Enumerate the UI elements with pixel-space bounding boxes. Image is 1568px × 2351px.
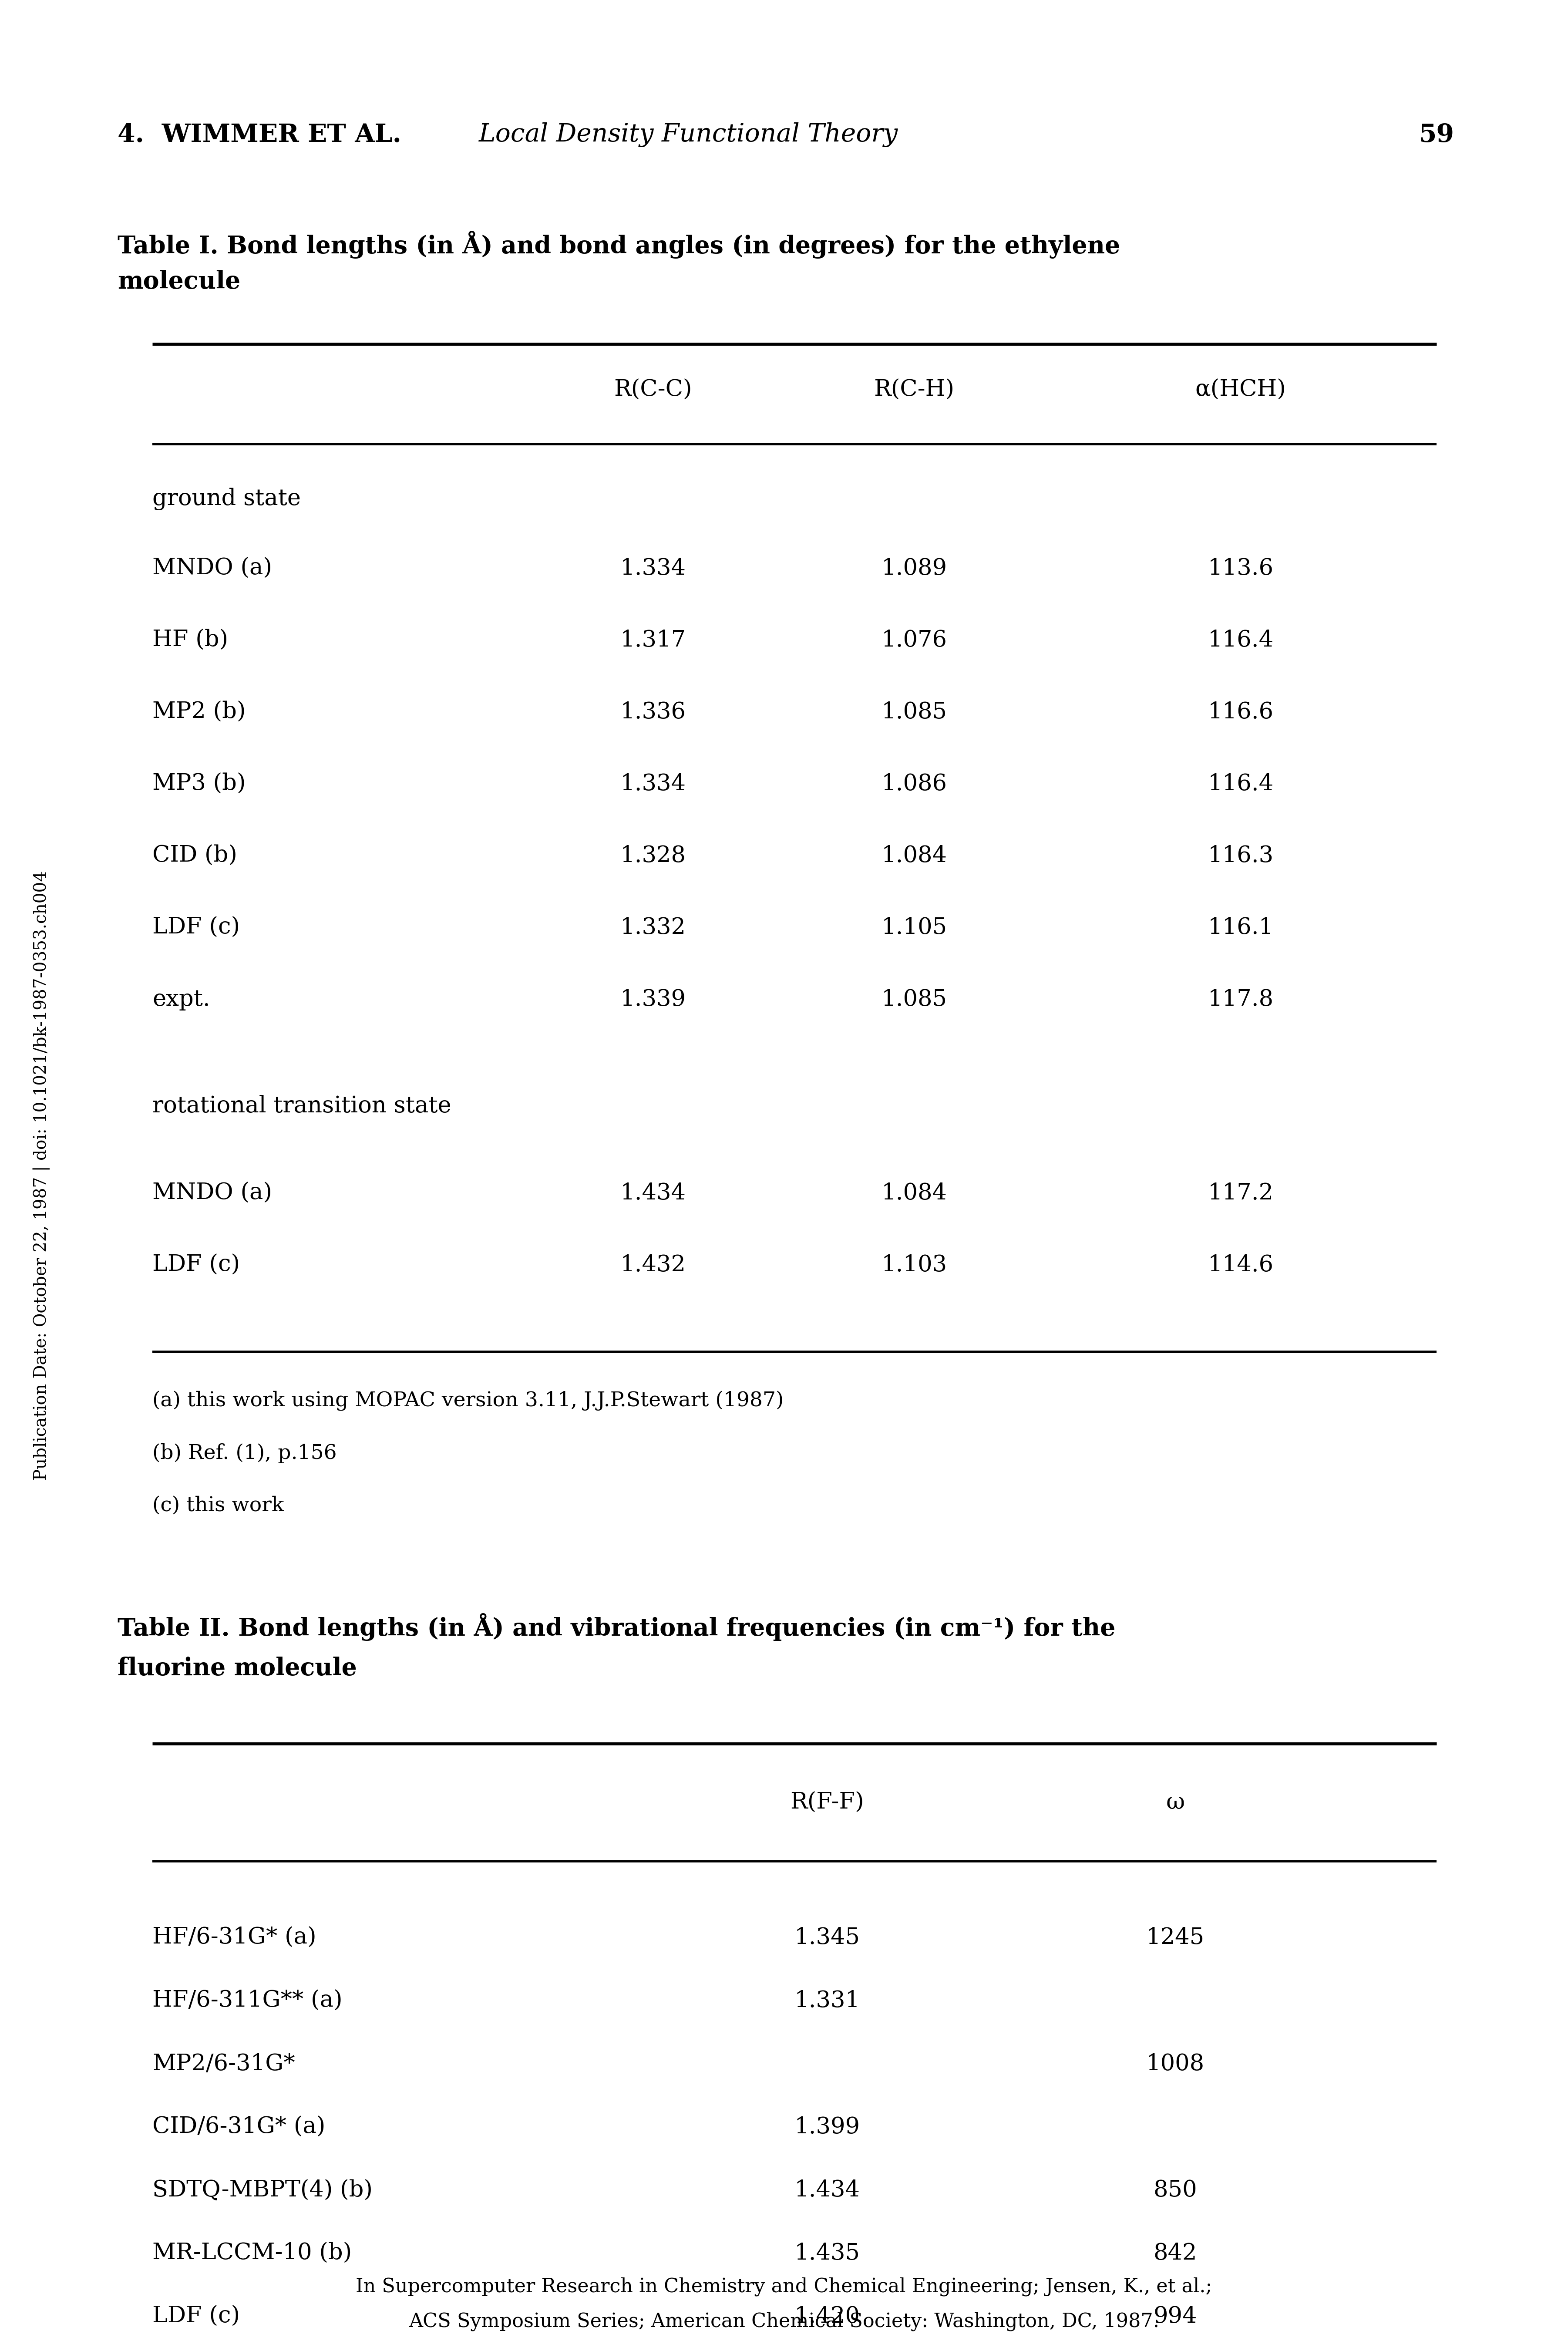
Text: 1.085: 1.085	[881, 987, 947, 1011]
Text: 1.105: 1.105	[881, 917, 947, 938]
Text: ω: ω	[1167, 1791, 1185, 1813]
Text: 1.339: 1.339	[619, 987, 685, 1011]
Text: HF/6-311G** (a): HF/6-311G** (a)	[152, 1989, 342, 2012]
Text: 1.086: 1.086	[881, 773, 947, 795]
Text: 1.336: 1.336	[619, 701, 685, 724]
Text: MNDO (a): MNDO (a)	[152, 1183, 273, 1204]
Text: 1.317: 1.317	[619, 630, 685, 651]
Text: 116.3: 116.3	[1207, 844, 1273, 868]
Text: 1.345: 1.345	[795, 1925, 859, 1949]
Text: 116.4: 116.4	[1207, 773, 1273, 795]
Text: Table I. Bond lengths (in Å) and bond angles (in degrees) for the ethylene: Table I. Bond lengths (in Å) and bond an…	[118, 230, 1120, 259]
Text: In Supercomputer Research in Chemistry and Chemical Engineering; Jensen, K., et : In Supercomputer Research in Chemistry a…	[356, 2278, 1212, 2297]
Text: 1.435: 1.435	[795, 2243, 859, 2264]
Text: (b) Ref. (1), p.156: (b) Ref. (1), p.156	[152, 1444, 337, 1462]
Text: 1.085: 1.085	[881, 701, 947, 724]
Text: (a) this work using MOPAC version 3.11, J.J.P.Stewart (1987): (a) this work using MOPAC version 3.11, …	[152, 1392, 784, 1411]
Text: MR-LCCM-10 (b): MR-LCCM-10 (b)	[152, 2243, 351, 2264]
Text: α(HCH): α(HCH)	[1195, 379, 1286, 402]
Text: 1.103: 1.103	[881, 1253, 947, 1277]
Text: 1.334: 1.334	[619, 773, 685, 795]
Text: 994: 994	[1154, 2306, 1198, 2327]
Text: expt.: expt.	[152, 987, 210, 1011]
Text: CID/6-31G* (a): CID/6-31G* (a)	[152, 2116, 325, 2137]
Text: Local Density Functional Theory: Local Density Functional Theory	[478, 122, 898, 148]
Text: fluorine molecule: fluorine molecule	[118, 1657, 358, 1681]
Text: LDF (c): LDF (c)	[152, 917, 240, 938]
Text: molecule: molecule	[118, 270, 240, 294]
Text: Table II. Bond lengths (in Å) and vibrational frequencies (in cm⁻¹) for the: Table II. Bond lengths (in Å) and vibrat…	[118, 1613, 1115, 1641]
Text: HF/6-31G* (a): HF/6-31G* (a)	[152, 1925, 317, 1949]
Text: 1.399: 1.399	[795, 2116, 859, 2137]
Text: 1.420: 1.420	[795, 2306, 859, 2327]
Text: 116.4: 116.4	[1207, 630, 1273, 651]
Text: 1.076: 1.076	[881, 630, 947, 651]
Text: 116.6: 116.6	[1207, 701, 1273, 724]
Text: 1.334: 1.334	[619, 557, 685, 578]
Text: 1.331: 1.331	[795, 1989, 859, 2012]
Text: 1.328: 1.328	[619, 844, 685, 868]
Text: 1.084: 1.084	[881, 844, 947, 868]
Text: CID (b): CID (b)	[152, 844, 237, 868]
Text: 59: 59	[1419, 122, 1454, 148]
Text: MP2/6-31G*: MP2/6-31G*	[152, 2052, 295, 2076]
Text: R(C-H): R(C-H)	[873, 379, 955, 402]
Text: MP2 (b): MP2 (b)	[152, 701, 246, 724]
Text: R(F-F): R(F-F)	[790, 1791, 864, 1813]
Text: MP3 (b): MP3 (b)	[152, 773, 246, 795]
Text: 116.1: 116.1	[1207, 917, 1273, 938]
Text: SDTQ-MBPT(4) (b): SDTQ-MBPT(4) (b)	[152, 2179, 373, 2201]
Text: rotational transition state: rotational transition state	[152, 1096, 452, 1117]
Text: 1.332: 1.332	[619, 917, 685, 938]
Text: 1.434: 1.434	[619, 1183, 685, 1204]
Text: 4.  WIMMER ET AL.: 4. WIMMER ET AL.	[118, 122, 401, 148]
Text: HF (b): HF (b)	[152, 630, 229, 651]
Text: ACS Symposium Series; American Chemical Society: Washington, DC, 1987.: ACS Symposium Series; American Chemical …	[409, 2311, 1159, 2330]
Text: ground state: ground state	[152, 487, 301, 510]
Text: 117.8: 117.8	[1207, 987, 1273, 1011]
Text: R(C-C): R(C-C)	[615, 379, 691, 402]
Text: 1.084: 1.084	[881, 1183, 947, 1204]
Text: 1008: 1008	[1146, 2052, 1204, 2076]
Text: 1245: 1245	[1146, 1925, 1204, 1949]
Text: 842: 842	[1154, 2243, 1198, 2264]
Text: 1.432: 1.432	[619, 1253, 685, 1277]
Text: 117.2: 117.2	[1207, 1183, 1273, 1204]
Text: 113.6: 113.6	[1207, 557, 1273, 578]
Text: LDF (c): LDF (c)	[152, 2306, 240, 2327]
Text: Publication Date: October 22, 1987 | doi: 10.1021/bk-1987-0353.ch004: Publication Date: October 22, 1987 | doi…	[33, 870, 50, 1481]
Text: 1.089: 1.089	[881, 557, 947, 578]
Text: LDF (c): LDF (c)	[152, 1253, 240, 1277]
Text: 114.6: 114.6	[1207, 1253, 1273, 1277]
Text: (c) this work: (c) this work	[152, 1495, 284, 1514]
Text: 1.434: 1.434	[795, 2179, 859, 2201]
Text: 850: 850	[1154, 2179, 1198, 2201]
Text: MNDO (a): MNDO (a)	[152, 557, 273, 578]
